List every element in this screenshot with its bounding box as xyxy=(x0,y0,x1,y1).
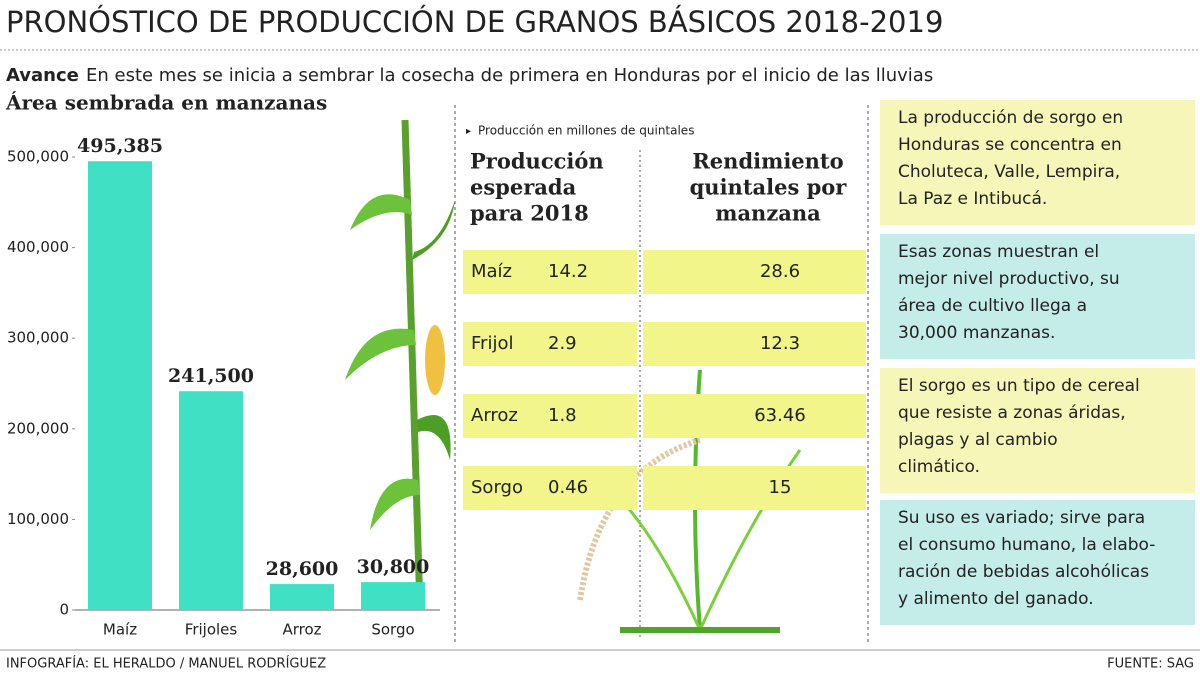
production: 0.46 xyxy=(548,477,588,498)
y-tick-label: 0 xyxy=(59,601,69,619)
y-tick-label: 100,000 xyxy=(7,510,69,528)
note-line: plagas y al cambio xyxy=(898,430,1058,450)
row-box xyxy=(463,322,637,366)
note-box xyxy=(880,100,1195,225)
crop-name: Arroz xyxy=(471,405,518,426)
note-line: mejor nivel productivo, su xyxy=(898,269,1120,289)
column-header: Producción xyxy=(470,149,604,174)
x-tick-label: Arroz xyxy=(282,621,321,639)
x-tick-label: Sorgo xyxy=(371,621,414,639)
column-header: para 2018 xyxy=(470,201,589,226)
note-line: 30,000 manzanas. xyxy=(898,323,1055,343)
chart-title: Área sembrada en manzanas xyxy=(5,91,327,115)
y-tick-label: 300,000 xyxy=(7,329,69,347)
note-box xyxy=(880,234,1195,359)
yield: 12.3 xyxy=(760,333,800,354)
row-box xyxy=(643,394,866,438)
crop-name: Sorgo xyxy=(471,477,523,498)
source: FUENTE: SAG xyxy=(1107,657,1194,672)
note-line: La producción de sorgo en xyxy=(898,108,1123,128)
column-header: Rendimiento xyxy=(692,149,843,174)
note-line: que resiste a zonas áridas, xyxy=(898,403,1126,423)
column-header: esperada xyxy=(470,175,577,200)
note-line: Honduras se concentra en xyxy=(898,135,1122,155)
lead: Avance xyxy=(6,65,79,86)
note-line: área de cultivo llega a xyxy=(898,296,1087,316)
corn-plant xyxy=(345,119,455,611)
crop-name: Frijol xyxy=(471,333,513,354)
y-tick-label: 500,000 xyxy=(7,148,69,166)
yield: 63.46 xyxy=(754,405,806,426)
x-tick-label: Frijoles xyxy=(185,621,238,639)
yield: 28.6 xyxy=(760,261,800,282)
value-label: 30,800 xyxy=(357,556,430,578)
note-line: El sorgo es un tipo de cereal xyxy=(898,376,1140,396)
row-box xyxy=(643,322,866,366)
bar xyxy=(361,582,425,610)
row-box xyxy=(463,250,637,294)
column-header: manzana xyxy=(715,201,821,226)
row-box xyxy=(643,466,866,510)
y-tick-label: 200,000 xyxy=(7,419,69,437)
note-box xyxy=(880,500,1195,625)
bar xyxy=(270,584,334,610)
production: 14.2 xyxy=(548,261,588,282)
y-tick-label: 400,000 xyxy=(7,238,69,256)
note-line: climático. xyxy=(898,457,980,477)
row-box xyxy=(463,466,637,510)
column-header: quintales por xyxy=(690,175,848,200)
note-line: Su uso es variado; sirve para xyxy=(898,508,1145,528)
note-line: el consumo humano, la elabo- xyxy=(898,535,1155,555)
note-line: ración de bebidas alcohólicas xyxy=(898,562,1149,582)
bar xyxy=(88,161,152,610)
value-label: 28,600 xyxy=(266,558,339,580)
row-box xyxy=(643,250,866,294)
crop-name: Maíz xyxy=(471,261,512,282)
credit: INFOGRAFÍA: EL HERALDO / MANUEL RODRÍGUE… xyxy=(6,656,326,672)
table-note-marker: ▸ xyxy=(466,126,471,137)
note-line: y alimento del ganado. xyxy=(898,589,1094,609)
yield: 15 xyxy=(769,477,792,498)
bar xyxy=(179,391,243,610)
x-tick-label: Maíz xyxy=(103,621,137,639)
table-note: Producción en millones de quintales xyxy=(478,124,694,138)
title: PRONÓSTICO DE PRODUCCIÓN DE GRANOS BÁSIC… xyxy=(6,5,943,39)
production: 2.9 xyxy=(548,333,577,354)
note-line: La Paz e Intibucá. xyxy=(898,189,1047,209)
value-label: 495,385 xyxy=(77,135,163,157)
note-line: Choluteca, Valle, Lempira, xyxy=(898,162,1120,182)
value-label: 241,500 xyxy=(168,365,254,387)
production: 1.8 xyxy=(548,405,577,426)
note-line: Esas zonas muestran el xyxy=(898,242,1099,262)
subtitle: En este mes se inicia a sembrar la cosec… xyxy=(86,65,933,86)
note-box xyxy=(880,368,1195,493)
row-box xyxy=(463,394,637,438)
